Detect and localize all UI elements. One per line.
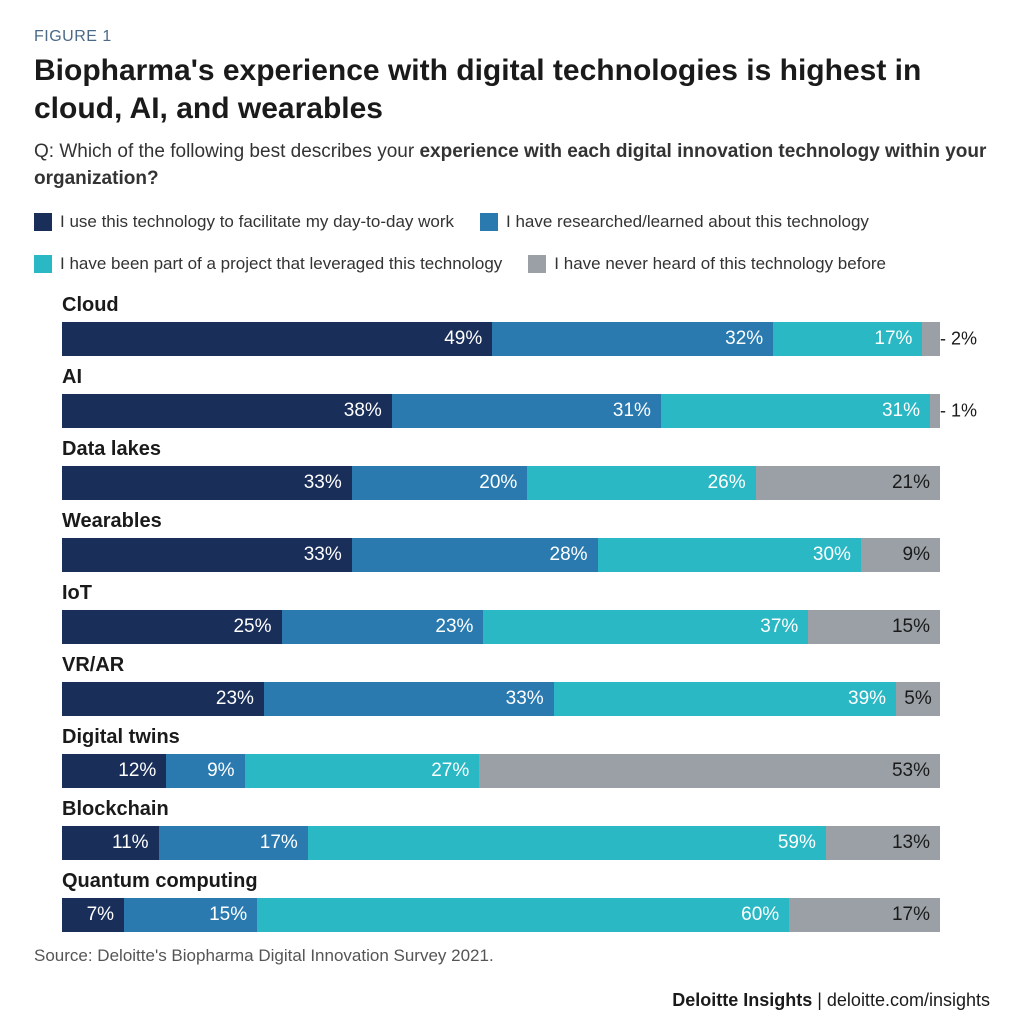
bar-segment: 39% [554, 682, 896, 716]
chart-row: AI - 1%38%31%31% [62, 366, 940, 428]
bar-segment: 38% [62, 394, 392, 428]
bar-segment: 15% [808, 610, 940, 644]
bar-segment: 5% [896, 682, 940, 716]
legend-item: I have been part of a project that lever… [34, 254, 502, 274]
bar-row: 23%33%39%5% [62, 682, 940, 716]
bar-row: 12%9%27%53% [62, 754, 940, 788]
bar-segment: 17% [789, 898, 940, 932]
legend-item: I have never heard of this technology be… [528, 254, 886, 274]
bar-segment: 11% [62, 826, 159, 860]
bar-segment: 33% [264, 682, 554, 716]
stacked-bar: 38%31%31% [62, 394, 940, 428]
chart-row: Data lakes 33%20%26%21% [62, 438, 940, 500]
bar-segment: 60% [257, 898, 789, 932]
stacked-bar: 25%23%37%15% [62, 610, 940, 644]
chart-row: IoT 25%23%37%15% [62, 582, 940, 644]
legend-swatch [34, 213, 52, 231]
legend-swatch [34, 255, 52, 273]
chart-row: Wearables 33%28%30%9% [62, 510, 940, 572]
bar-segment [922, 322, 940, 356]
bar-segment: 23% [62, 682, 264, 716]
stacked-bar: 11%17%59%13% [62, 826, 940, 860]
bar-segment: 21% [756, 466, 940, 500]
stacked-bar: 33%28%30%9% [62, 538, 940, 572]
bar-segment: 17% [159, 826, 308, 860]
chart-row: Quantum computing 7%15%60%17% [62, 870, 940, 932]
chart-row: Blockchain 11%17%59%13% [62, 798, 940, 860]
footer-brand: Deloitte Insights [672, 990, 812, 1010]
category-label: Quantum computing [62, 870, 940, 893]
category-label: AI [62, 366, 940, 389]
category-label: Data lakes [62, 438, 940, 461]
category-label: Cloud [62, 294, 940, 317]
bar-segment: 37% [483, 610, 808, 644]
legend: I use this technology to facilitate my d… [34, 212, 990, 274]
bar-row: - 2%49%32%17% [62, 322, 940, 356]
bar-segment: 13% [826, 826, 940, 860]
stacked-bar-chart: Cloud- 2%49%32%17%AI- 1%38%31%31%Data la… [34, 294, 990, 932]
bar-segment: 59% [308, 826, 826, 860]
legend-item: I have researched/learned about this tec… [480, 212, 869, 232]
legend-label: I have been part of a project that lever… [60, 254, 502, 274]
chart-title: Biopharma's experience with digital tech… [34, 52, 990, 127]
legend-label: I use this technology to facilitate my d… [60, 212, 454, 232]
bar-segment: 12% [62, 754, 166, 788]
bar-segment: 15% [124, 898, 257, 932]
bar-segment: 31% [661, 394, 930, 428]
external-value-label: - 1% [940, 401, 977, 422]
bar-segment: 26% [527, 466, 755, 500]
bar-segment: 9% [166, 754, 244, 788]
bar-segment: 27% [245, 754, 480, 788]
legend-item: I use this technology to facilitate my d… [34, 212, 454, 232]
legend-swatch [480, 213, 498, 231]
chart-row: Cloud - 2%49%32%17% [62, 294, 940, 356]
footer: Deloitte Insights | deloitte.com/insight… [34, 990, 990, 1011]
category-label: Wearables [62, 510, 940, 533]
bar-segment: 23% [282, 610, 484, 644]
category-label: Blockchain [62, 798, 940, 821]
bar-segment: 31% [392, 394, 661, 428]
bar-segment: 28% [352, 538, 598, 572]
chart-row: VR/AR 23%33%39%5% [62, 654, 940, 716]
stacked-bar: 33%20%26%21% [62, 466, 940, 500]
bar-segment: 7% [62, 898, 124, 932]
bar-segment: 9% [861, 538, 940, 572]
bar-segment: 25% [62, 610, 282, 644]
figure-label: FIGURE 1 [34, 28, 990, 46]
bar-row: 11%17%59%13% [62, 826, 940, 860]
source-text: Source: Deloitte's Biopharma Digital Inn… [34, 946, 990, 966]
bar-row: 25%23%37%15% [62, 610, 940, 644]
external-value-label: - 2% [940, 329, 977, 350]
legend-swatch [528, 255, 546, 273]
bar-segment: 53% [479, 754, 940, 788]
legend-label: I have never heard of this technology be… [554, 254, 886, 274]
bar-segment: 33% [62, 538, 352, 572]
stacked-bar: 7%15%60%17% [62, 898, 940, 932]
legend-label: I have researched/learned about this tec… [506, 212, 869, 232]
category-label: IoT [62, 582, 940, 605]
stacked-bar: 49%32%17% [62, 322, 940, 356]
category-label: Digital twins [62, 726, 940, 749]
stacked-bar: 23%33%39%5% [62, 682, 940, 716]
bar-segment: 49% [62, 322, 492, 356]
bar-segment [930, 394, 940, 428]
bar-row: 33%20%26%21% [62, 466, 940, 500]
bar-segment: 33% [62, 466, 352, 500]
bar-row: 7%15%60%17% [62, 898, 940, 932]
footer-sep: | [812, 990, 827, 1010]
chart-row: Digital twins 12%9%27%53% [62, 726, 940, 788]
bar-segment: 32% [492, 322, 773, 356]
category-label: VR/AR [62, 654, 940, 677]
bar-segment: 30% [598, 538, 861, 572]
footer-link: deloitte.com/insights [827, 990, 990, 1010]
bar-segment: 20% [352, 466, 528, 500]
survey-question: Q: Which of the following best describes… [34, 139, 990, 192]
bar-row: 33%28%30%9% [62, 538, 940, 572]
bar-segment: 17% [773, 322, 922, 356]
bar-row: - 1%38%31%31% [62, 394, 940, 428]
stacked-bar: 12%9%27%53% [62, 754, 940, 788]
question-prefix: Q: Which of the following best describes… [34, 141, 419, 162]
